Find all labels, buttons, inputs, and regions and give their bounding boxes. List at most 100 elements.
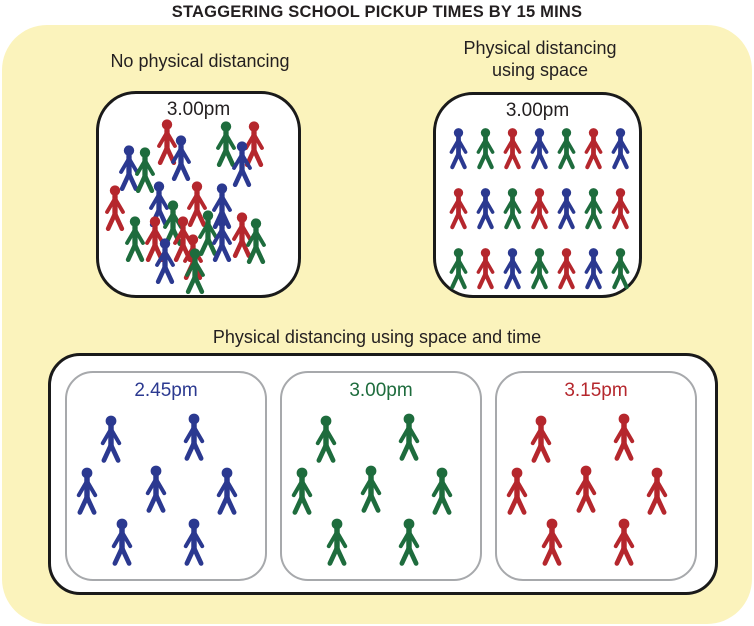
space-time-label: Physical distancing using space and time xyxy=(212,327,542,347)
person-icon xyxy=(557,128,576,170)
person-figure xyxy=(180,247,210,295)
person-figure xyxy=(211,120,241,168)
person-icon xyxy=(476,128,495,170)
person-icon xyxy=(542,518,563,566)
person-figure xyxy=(114,144,144,192)
person-icon xyxy=(118,145,139,192)
person-figure xyxy=(553,181,580,241)
space-distancing-label-line1: Physical distancing xyxy=(463,38,617,58)
person-figure xyxy=(107,517,138,567)
person-icon xyxy=(212,183,233,230)
grid-row xyxy=(445,241,630,301)
person-figure xyxy=(427,466,458,516)
person-figure xyxy=(553,121,580,181)
person-figure xyxy=(322,517,353,567)
person-figure xyxy=(178,517,209,567)
person-icon xyxy=(398,518,419,566)
space-distancing-label: Physical distancing using space xyxy=(400,37,680,81)
person-icon xyxy=(647,467,668,515)
person-icon xyxy=(611,188,630,230)
time-label-315pm: 3.15pm xyxy=(564,380,628,401)
page-title: STAGGERING SCHOOL PICKUP TIMES BY 15 MIN… xyxy=(171,3,583,21)
person-figure xyxy=(393,517,424,567)
person-figure xyxy=(499,121,526,181)
person-figure xyxy=(445,181,472,241)
person-figure xyxy=(207,215,237,263)
person-icon xyxy=(105,185,125,232)
space-time-box: 2.45pm 3.00pm 3.15pm xyxy=(48,353,718,595)
person-figure xyxy=(607,241,634,301)
person-figure xyxy=(356,464,387,514)
person-icon xyxy=(212,215,233,262)
person-figure xyxy=(178,412,209,462)
person-icon xyxy=(584,188,603,230)
person-icon xyxy=(449,248,468,290)
person-figure xyxy=(120,215,150,263)
person-figure xyxy=(553,241,580,301)
person-icon xyxy=(530,188,549,230)
person-figure xyxy=(607,121,634,181)
person-icon xyxy=(183,413,204,461)
person-figure xyxy=(71,466,102,516)
person-figure xyxy=(499,241,526,301)
person-figure xyxy=(152,118,182,166)
person-icon xyxy=(100,415,121,463)
person-icon xyxy=(156,119,177,166)
person-figure xyxy=(472,241,499,301)
crowd-figures xyxy=(99,94,298,295)
person-figure xyxy=(499,181,526,241)
person-icon xyxy=(76,467,98,515)
person-figure xyxy=(571,464,602,514)
person-figure xyxy=(212,466,243,516)
person-icon xyxy=(449,188,468,230)
sub-box-245pm: 2.45pm xyxy=(65,371,267,581)
person-icon xyxy=(557,188,576,230)
grid-row xyxy=(445,181,630,241)
person-icon xyxy=(198,209,219,256)
person-icon xyxy=(476,248,495,290)
person-figure xyxy=(580,181,607,241)
person-figure xyxy=(150,237,180,285)
person-figure xyxy=(193,209,223,257)
time-label-300pm: 3.00pm xyxy=(349,380,413,401)
sub-box-315pm: 3.15pm xyxy=(495,371,697,581)
no-distancing-box: 3.00pm xyxy=(96,91,301,298)
person-icon xyxy=(611,248,630,290)
person-icon xyxy=(503,188,522,230)
person-icon xyxy=(530,128,549,170)
person-icon xyxy=(360,465,382,513)
person-icon xyxy=(557,248,576,290)
person-figure xyxy=(526,181,553,241)
no-distancing-label: No physical distancing xyxy=(110,51,290,71)
time-label-space-distancing: 3.00pm xyxy=(505,100,570,121)
person-icon xyxy=(613,413,634,461)
person-icon xyxy=(186,181,207,228)
person-figure xyxy=(580,241,607,301)
person-icon xyxy=(154,238,175,284)
person-figure xyxy=(241,217,271,265)
person-icon xyxy=(246,217,267,264)
person-icon xyxy=(291,467,313,515)
grid-figures xyxy=(445,121,630,301)
person-figure xyxy=(227,140,257,188)
figures-245pm xyxy=(67,373,265,579)
person-icon xyxy=(584,128,603,170)
person-icon xyxy=(170,135,191,182)
person-icon xyxy=(503,248,522,290)
person-figure xyxy=(537,517,568,567)
person-icon xyxy=(584,248,603,290)
person-icon xyxy=(162,199,183,246)
person-figure xyxy=(227,211,257,259)
person-figure xyxy=(286,466,317,516)
figures-300pm xyxy=(282,373,480,579)
person-icon xyxy=(327,518,348,566)
person-figure xyxy=(445,121,472,181)
person-figure xyxy=(608,517,639,567)
figures-315pm xyxy=(497,373,695,579)
person-icon xyxy=(232,211,253,258)
person-icon xyxy=(124,215,145,262)
person-figure xyxy=(580,121,607,181)
person-icon xyxy=(530,415,551,463)
grid-row xyxy=(445,121,630,181)
